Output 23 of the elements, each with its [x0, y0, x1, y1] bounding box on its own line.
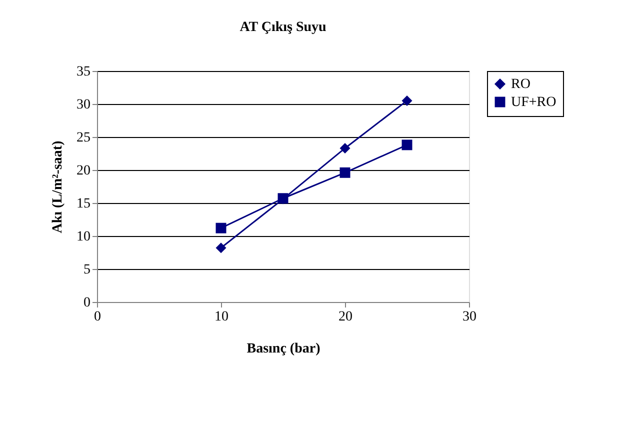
y-tick-label: 15: [76, 196, 90, 212]
point: [216, 242, 226, 254]
y-tick-label: 10: [76, 230, 90, 244]
x-tick-label: 30: [462, 310, 476, 324]
x-tick-label: 20: [338, 310, 352, 324]
x-tick-label: 0: [94, 310, 101, 324]
point: [340, 167, 350, 178]
x-tick-label: 10: [214, 310, 228, 324]
legend-label: RO: [511, 77, 530, 92]
y-tick-label: 25: [76, 130, 90, 146]
y-axis-title: Akı (L/m²-saat): [50, 140, 66, 234]
y-tick-label: 35: [76, 64, 90, 80]
point: [216, 222, 226, 234]
point: [402, 140, 412, 150]
y-tick-label: 5: [84, 262, 90, 278]
legend-label: UF+RO: [511, 95, 556, 110]
y-tick-label: 20: [76, 164, 90, 178]
y-tick-label: 30: [76, 98, 90, 112]
point: [340, 142, 350, 154]
point: [402, 95, 412, 106]
x-axis-title: Basınç (bar): [246, 342, 321, 356]
chart-title: AT Çıkış Suyu: [240, 20, 327, 35]
y-tick-label: 0: [84, 296, 90, 310]
